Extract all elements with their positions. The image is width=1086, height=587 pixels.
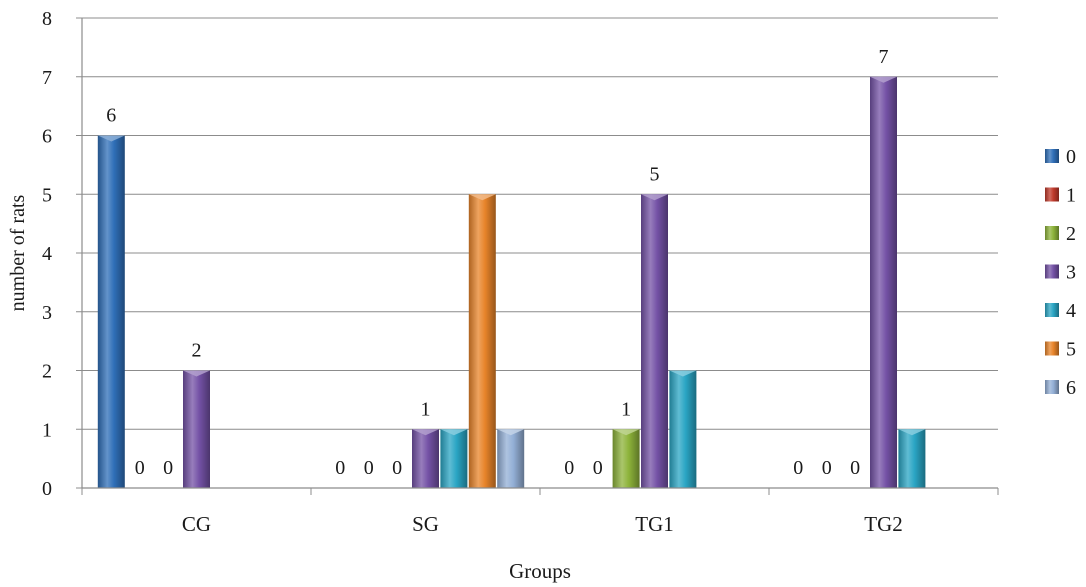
x-axis-title: Groups [509,559,571,583]
bar [612,429,640,488]
data-label: 0 [135,457,145,479]
y-axis-title: number of rats [7,194,29,311]
data-label: 6 [106,105,116,127]
bar-cap [412,429,439,436]
data-label: 1 [421,398,431,420]
data-label: 0 [793,457,803,479]
x-tick-label: SG [412,512,439,536]
bar [440,429,468,488]
legend-label: 6 [1066,377,1076,399]
bar [898,429,926,488]
data-label: 0 [335,457,345,479]
gridlines [82,17,998,430]
legend-label: 3 [1066,262,1076,284]
y-tick-label: 4 [42,243,52,265]
y-tick-label: 2 [42,361,52,383]
bar [412,429,439,488]
x-tick-label: TG2 [864,512,903,536]
bar [468,194,496,488]
legend-swatch [1045,226,1059,240]
bar-cap [669,370,697,377]
legend-swatch [1045,341,1059,356]
legend-label: 0 [1066,146,1076,168]
bar-cap [468,194,496,201]
legend-swatch [1045,187,1059,202]
y-tick-labels: 0 1 2 3 4 5 6 7 8 [42,8,82,500]
legend-label: 1 [1066,185,1076,207]
data-label: 0 [564,457,574,479]
bar-cap [440,429,468,436]
bar [497,429,525,488]
legend-swatch [1045,303,1059,317]
bar-cap [612,429,640,436]
data-label: 5 [650,163,660,185]
legend: 0 1 2 3 4 5 6 [1045,146,1076,399]
bar-cap [898,429,926,436]
bar [870,76,897,488]
legend-label: 2 [1066,223,1076,245]
legend-label: 5 [1066,339,1076,361]
y-tick-label: 0 [42,478,52,500]
bar [183,370,210,488]
x-tick-labels: CG SG TG1 TG2 [81,488,999,536]
legend-swatch [1045,264,1059,279]
bar-cap [870,76,897,83]
data-label: 1 [621,398,631,420]
bar [641,194,668,488]
y-tick-label: 3 [42,302,52,324]
data-label: 2 [192,340,202,362]
bars [97,76,926,488]
bar-cap [183,370,210,377]
legend-label: 4 [1066,300,1076,322]
y-tick-label: 6 [42,126,52,148]
data-label: 0 [850,457,860,479]
y-tick-label: 8 [42,8,52,30]
bar [669,370,697,488]
data-label: 0 [593,457,603,479]
bar-cap [97,135,125,142]
x-tick-label: CG [182,512,211,536]
data-label: 0 [392,457,402,479]
legend-swatch [1045,380,1059,394]
data-label: 0 [364,457,374,479]
y-tick-label: 7 [42,67,52,89]
bar-cap [497,429,525,436]
legend-swatch [1045,149,1059,163]
data-label: 0 [822,457,832,479]
data-label: 7 [879,46,889,68]
data-label: 0 [163,457,173,479]
bar [97,135,125,488]
y-tick-label: 1 [42,419,52,441]
x-tick-label: TG1 [635,512,674,536]
bar-cap [641,194,668,201]
y-tick-label: 5 [42,184,52,206]
